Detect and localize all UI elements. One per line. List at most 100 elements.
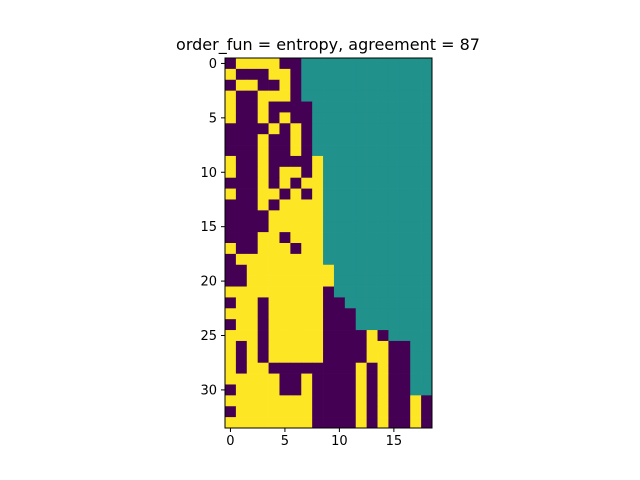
heatmap-cell xyxy=(399,145,411,157)
heatmap-cell xyxy=(323,166,335,179)
heatmap-cell xyxy=(268,330,280,342)
heatmap-cell xyxy=(246,373,259,385)
heatmap-cell xyxy=(312,58,324,70)
heatmap-cell xyxy=(366,145,378,157)
heatmap-cell xyxy=(333,417,346,429)
heatmap-cell xyxy=(301,221,313,233)
heatmap-cell xyxy=(279,275,291,287)
heatmap-cell xyxy=(399,210,411,222)
heatmap-cell xyxy=(268,232,280,244)
heatmap-cell xyxy=(323,362,335,374)
heatmap-cell xyxy=(388,286,400,298)
heatmap-cell xyxy=(225,330,237,342)
heatmap-cell xyxy=(257,308,269,320)
heatmap-cell xyxy=(257,319,269,331)
heatmap-cell xyxy=(312,134,324,146)
heatmap-cell xyxy=(225,395,237,407)
heatmap-cell xyxy=(257,232,269,244)
heatmap-cell xyxy=(366,123,378,135)
heatmap-cell xyxy=(235,155,248,168)
heatmap-cell xyxy=(344,58,357,70)
heatmap-cell xyxy=(355,417,367,429)
heatmap-cell xyxy=(301,79,313,91)
heatmap-cell xyxy=(268,145,280,157)
heatmap-cell xyxy=(399,340,411,353)
heatmap-cell xyxy=(421,134,433,146)
heatmap-cell xyxy=(344,264,357,276)
heatmap-cell xyxy=(377,79,389,91)
heatmap-cell xyxy=(377,221,389,233)
heatmap-cell xyxy=(333,210,346,222)
heatmap-cell xyxy=(268,308,280,320)
heatmap-cell xyxy=(421,166,433,179)
heatmap-cell xyxy=(323,188,335,200)
heatmap-cell xyxy=(355,210,367,222)
heatmap-cell xyxy=(323,101,335,113)
heatmap-cell xyxy=(312,373,324,385)
heatmap-cell xyxy=(388,177,400,189)
heatmap-cell xyxy=(246,264,259,276)
heatmap-cell xyxy=(312,362,324,374)
heatmap-cell xyxy=(323,275,335,287)
heatmap-cell xyxy=(366,210,378,222)
heatmap-cell xyxy=(344,134,357,146)
heatmap-cell xyxy=(279,134,291,146)
heatmap-cell xyxy=(366,406,378,418)
heatmap-cell xyxy=(333,406,346,418)
heatmap-cell xyxy=(344,232,357,244)
heatmap-cell xyxy=(268,362,280,374)
heatmap-cell xyxy=(333,395,346,407)
heatmap-cell xyxy=(366,384,378,396)
heatmap-cell xyxy=(388,79,400,91)
heatmap-cell xyxy=(388,68,400,81)
heatmap-cell xyxy=(410,123,422,135)
heatmap-cell xyxy=(421,330,433,342)
heatmap-cell xyxy=(388,373,400,385)
heatmap-cell xyxy=(225,264,237,276)
heatmap-cell xyxy=(377,384,389,396)
heatmap-cell xyxy=(312,199,324,211)
heatmap-cell xyxy=(268,395,280,407)
heatmap-cell xyxy=(312,297,324,309)
heatmap-cell xyxy=(344,362,357,374)
heatmap-cell xyxy=(355,308,367,320)
heatmap-cell xyxy=(410,101,422,113)
heatmap-cell xyxy=(225,199,237,211)
heatmap-cell xyxy=(257,79,269,91)
heatmap-cell xyxy=(355,68,367,81)
heatmap-cell xyxy=(301,384,313,396)
heatmap-cell xyxy=(377,395,389,407)
heatmap-cell xyxy=(355,58,367,70)
heatmap-cell xyxy=(366,308,378,320)
heatmap-cell xyxy=(377,340,389,353)
heatmap-cell xyxy=(246,384,259,396)
heatmap-cell xyxy=(301,253,313,266)
heatmap-cell xyxy=(279,210,291,222)
heatmap-cell xyxy=(388,134,400,146)
heatmap-cell xyxy=(366,58,378,70)
heatmap-cell xyxy=(279,188,291,200)
heatmap-cell xyxy=(257,275,269,287)
heatmap-cell xyxy=(257,373,269,385)
heatmap-cell xyxy=(225,253,237,266)
heatmap-cell xyxy=(225,112,237,124)
heatmap-cell xyxy=(333,253,346,266)
heatmap-cell xyxy=(225,297,237,309)
heatmap-cell xyxy=(355,297,367,309)
heatmap-cell xyxy=(366,362,378,374)
heatmap-cell xyxy=(225,243,237,255)
heatmap-cell xyxy=(399,275,411,287)
heatmap-cell xyxy=(344,286,357,298)
heatmap-cell xyxy=(312,319,324,331)
heatmap-cell xyxy=(246,340,259,353)
heatmap-cell xyxy=(377,275,389,287)
heatmap-cell xyxy=(410,286,422,298)
heatmap-cell xyxy=(410,58,422,70)
heatmap-cell xyxy=(301,155,313,168)
heatmap-cell xyxy=(290,134,302,146)
heatmap-cell xyxy=(421,90,433,102)
heatmap-cell xyxy=(399,243,411,255)
heatmap-cell xyxy=(312,112,324,124)
heatmap-cell xyxy=(388,330,400,342)
heatmap-cell xyxy=(323,395,335,407)
